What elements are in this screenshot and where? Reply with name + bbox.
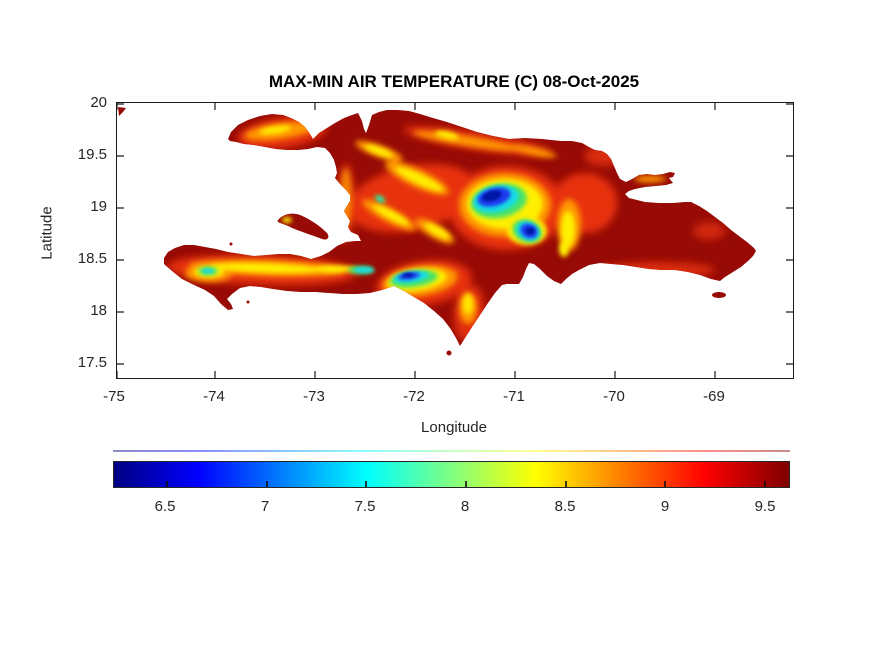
colorbar-tick-label: 8.5 (554, 498, 576, 515)
colorbar-tick-mark (365, 481, 368, 487)
colorbar (113, 461, 790, 488)
colorbar-tick-mark (464, 481, 467, 487)
colorbar-tick-mark (165, 481, 168, 487)
x-tick-label: -73 (303, 388, 325, 405)
colorbar-tick-label: 9.5 (754, 498, 776, 515)
x-axis-label: Longitude (421, 419, 487, 436)
colorbar-tick-mark (265, 481, 268, 487)
plot-area (116, 102, 794, 379)
colorbar-tick-label: 7 (260, 498, 270, 515)
axis-tick-marks (116, 103, 793, 378)
y-tick-label: 19.5 (77, 146, 107, 163)
temperature-field (118, 107, 756, 356)
x-tick-label: -69 (703, 388, 725, 405)
colorbar-tick-mark (564, 481, 567, 487)
y-tick-label: 19 (90, 198, 107, 215)
y-tick-label: 18 (90, 302, 107, 319)
y-tick-label: 20 (90, 94, 107, 111)
colorbar-tick-label: 8 (460, 498, 470, 515)
x-tick-label: -71 (503, 388, 525, 405)
colorbar-edge-artifact (113, 450, 790, 452)
colorbar-tick-label: 6.5 (154, 498, 176, 515)
y-tick-label: 18.5 (77, 250, 107, 267)
figure-title: MAX-MIN AIR TEMPERATURE (C) 08-Oct-2025 (268, 72, 640, 91)
x-tick-label: -74 (203, 388, 225, 405)
colorbar-tick-label: 7.5 (354, 498, 376, 515)
x-tick-label: -75 (103, 388, 125, 405)
x-tick-label: -70 (603, 388, 625, 405)
colorbar-tick-mark (664, 481, 667, 487)
y-axis-label: Latitude (38, 206, 56, 260)
x-tick-label: -72 (403, 388, 425, 405)
y-tick-label: 17.5 (77, 354, 107, 371)
colorbar-tick-mark (764, 481, 767, 487)
island-heatmap (116, 103, 793, 378)
colorbar-tick-label: 9 (660, 498, 670, 515)
